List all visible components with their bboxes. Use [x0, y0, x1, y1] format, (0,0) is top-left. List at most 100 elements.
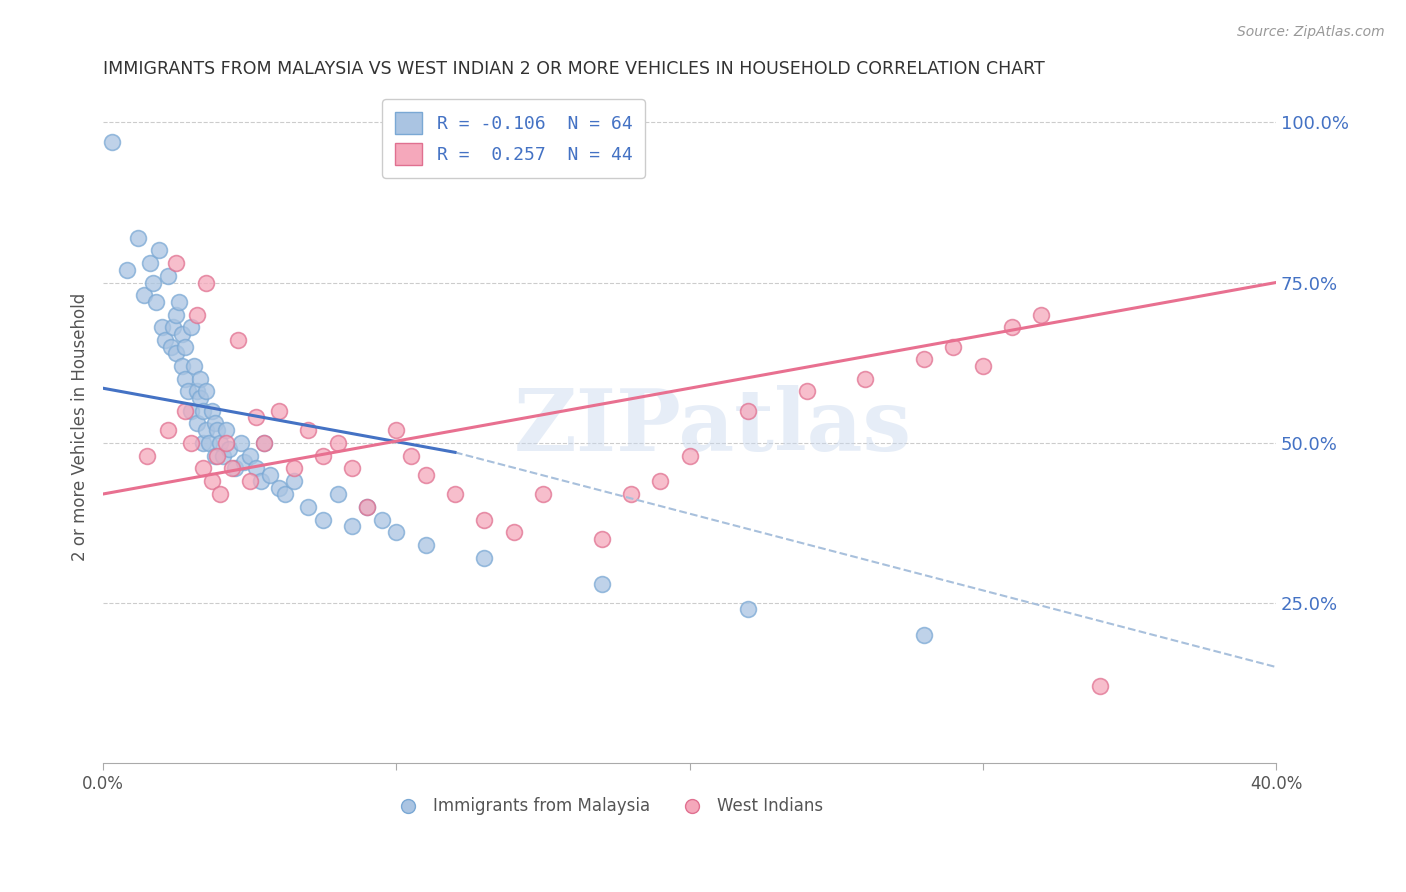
Point [415, 467, 437, 482]
Point [180, 435, 202, 450]
Point [912, 352, 935, 367]
Point [250, 474, 273, 488]
Point [274, 487, 297, 501]
Point [737, 602, 759, 616]
Point [186, 384, 208, 399]
Point [342, 519, 364, 533]
Point [186, 308, 208, 322]
Point [221, 461, 243, 475]
Point [201, 403, 224, 417]
Point [297, 423, 319, 437]
Point [650, 474, 672, 488]
Point [183, 359, 205, 373]
Point [215, 435, 238, 450]
Point [150, 320, 173, 334]
Point [312, 449, 335, 463]
Point [209, 435, 232, 450]
Point [218, 442, 240, 457]
Point [1001, 320, 1024, 334]
Point [253, 435, 276, 450]
Point [245, 410, 267, 425]
Point [942, 340, 965, 354]
Point [212, 449, 235, 463]
Point [136, 449, 159, 463]
Point [855, 371, 877, 385]
Point [191, 435, 214, 450]
Point [172, 326, 194, 341]
Point [229, 435, 252, 450]
Point [134, 288, 156, 302]
Point [188, 391, 211, 405]
Point [472, 513, 495, 527]
Point [207, 423, 229, 437]
Point [180, 403, 202, 417]
Point [142, 276, 165, 290]
Point [127, 230, 149, 244]
Point [139, 256, 162, 270]
Text: ZIPatlas: ZIPatlas [515, 384, 912, 468]
Point [153, 333, 176, 347]
Point [215, 423, 238, 437]
Point [156, 269, 179, 284]
Point [239, 474, 262, 488]
Point [204, 417, 226, 431]
Point [226, 333, 249, 347]
Point [194, 276, 217, 290]
Point [591, 532, 613, 546]
Point [326, 435, 349, 450]
Point [145, 294, 167, 309]
Point [356, 500, 378, 514]
Point [191, 403, 214, 417]
Point [312, 513, 335, 527]
Point [267, 481, 290, 495]
Point [115, 262, 138, 277]
Point [191, 461, 214, 475]
Point [156, 423, 179, 437]
Point [1031, 308, 1053, 322]
Point [186, 417, 208, 431]
Point [472, 551, 495, 566]
Point [370, 513, 392, 527]
Point [188, 371, 211, 385]
Point [385, 525, 408, 540]
Point [245, 461, 267, 475]
Point [101, 135, 124, 149]
Point [207, 449, 229, 463]
Point [267, 403, 290, 417]
Point [737, 403, 759, 417]
Point [159, 340, 181, 354]
Point [194, 384, 217, 399]
Point [297, 500, 319, 514]
Point [399, 449, 422, 463]
Point [148, 244, 170, 258]
Point [253, 435, 276, 450]
Point [531, 487, 554, 501]
Point [232, 455, 254, 469]
Point [165, 346, 187, 360]
Point [165, 256, 187, 270]
Point [356, 500, 378, 514]
Point [194, 423, 217, 437]
Point [385, 423, 408, 437]
Point [972, 359, 994, 373]
Point [180, 320, 202, 334]
Point [283, 474, 305, 488]
Point [678, 449, 700, 463]
Point [174, 371, 197, 385]
Point [197, 435, 219, 450]
Point [326, 487, 349, 501]
Text: IMMIGRANTS FROM MALAYSIA VS WEST INDIAN 2 OR MORE VEHICLES IN HOUSEHOLD CORRELAT: IMMIGRANTS FROM MALAYSIA VS WEST INDIAN … [103, 60, 1045, 78]
Y-axis label: 2 or more Vehicles in Household: 2 or more Vehicles in Household [72, 293, 89, 561]
Point [912, 628, 935, 642]
Point [174, 340, 197, 354]
Point [239, 449, 262, 463]
Point [502, 525, 524, 540]
Point [174, 403, 197, 417]
Point [591, 576, 613, 591]
Point [204, 449, 226, 463]
Point [259, 467, 281, 482]
Point [1088, 679, 1111, 693]
Point [209, 487, 232, 501]
Point [177, 384, 200, 399]
Point [283, 461, 305, 475]
